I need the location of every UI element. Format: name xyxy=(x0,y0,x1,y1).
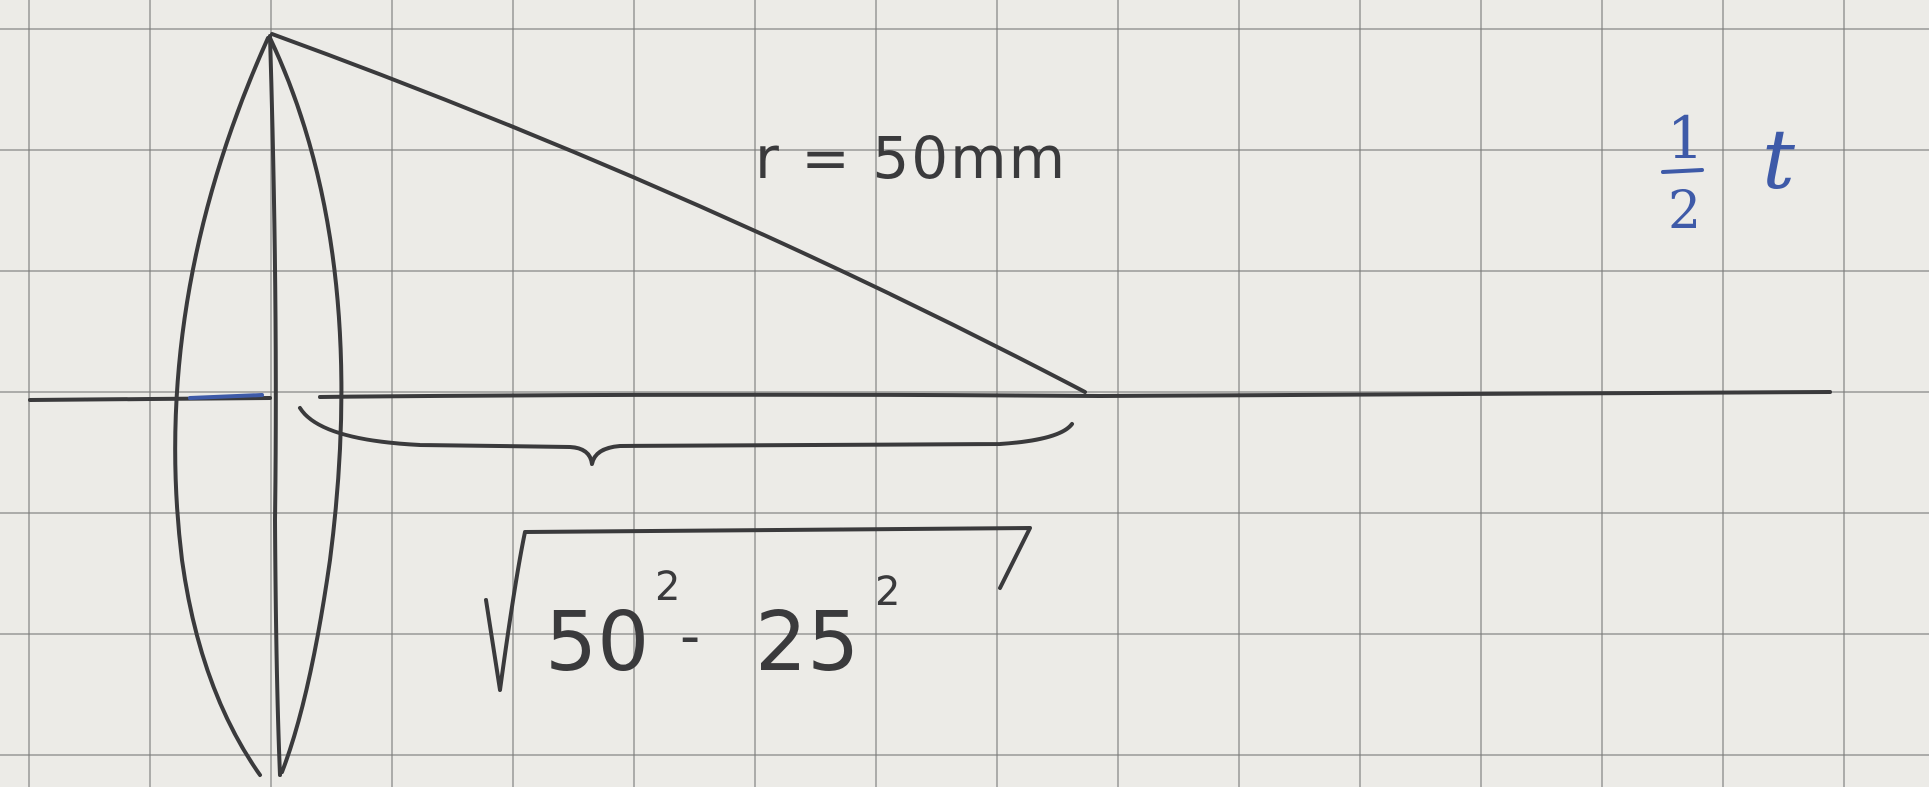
lens-left-arc xyxy=(173,36,270,777)
thickness-mark xyxy=(188,393,264,400)
radius-line xyxy=(270,32,1087,394)
root-term2: 25 xyxy=(755,595,859,690)
root-exp2: 2 xyxy=(875,569,900,615)
root-exp1: 2 xyxy=(655,564,680,610)
fraction-bar xyxy=(1661,168,1704,174)
fraction-denominator: 2 xyxy=(1668,181,1701,241)
distance-brace xyxy=(298,406,1074,466)
lens-right-arc xyxy=(268,36,344,774)
root-term1: 50 xyxy=(545,595,649,690)
optical-axis xyxy=(28,390,1832,402)
fraction-symbol: t xyxy=(1762,113,1796,208)
sqrt-sign xyxy=(484,526,1032,692)
root-operator: - xyxy=(680,604,700,669)
radius-label: r = 50mm xyxy=(755,124,1067,192)
lens-center-line xyxy=(268,34,282,777)
fraction-numerator: 1 xyxy=(1667,104,1704,172)
